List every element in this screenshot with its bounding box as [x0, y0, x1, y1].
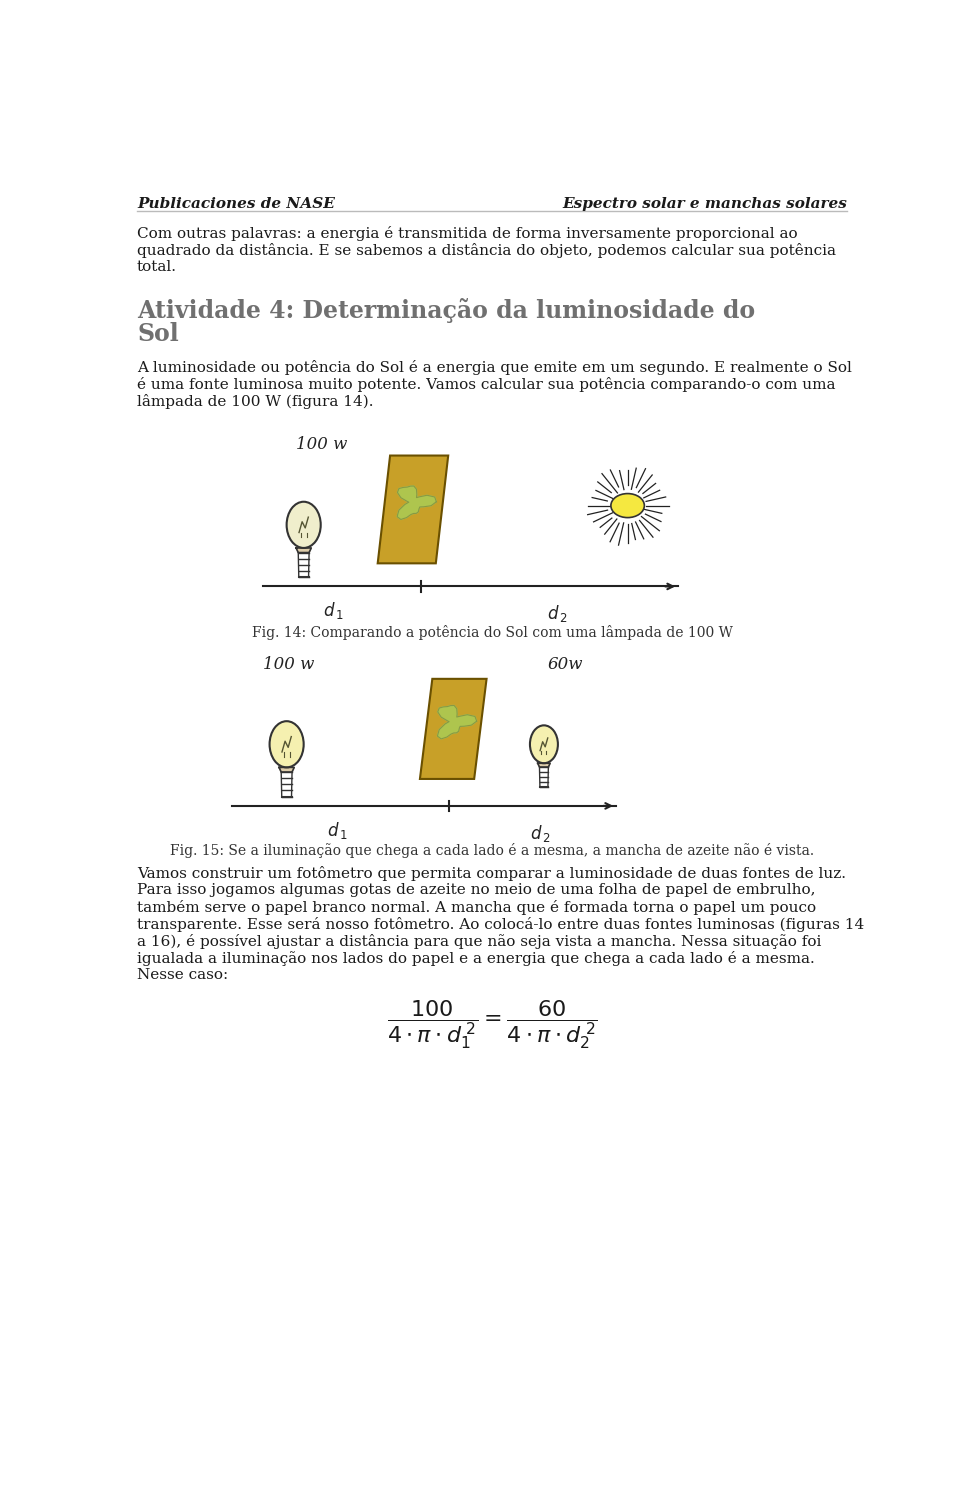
Text: Fig. 15: Se a iluminação que chega a cada lado é a mesma, a mancha de azeite não: Fig. 15: Se a iluminação que chega a cad… — [170, 842, 814, 857]
Text: também serve o papel branco normal. A mancha que é formada torna o papel um pouc: também serve o papel branco normal. A ma… — [137, 899, 816, 914]
Polygon shape — [438, 706, 477, 739]
Text: Fig. 14: Comparando a potência do Sol com uma lâmpada de 100 W: Fig. 14: Comparando a potência do Sol co… — [252, 625, 732, 640]
Text: a 16), é possível ajustar a distância para que não seja vista a mancha. Nessa si: a 16), é possível ajustar a distância pa… — [137, 934, 822, 949]
Text: 100 w: 100 w — [296, 436, 348, 453]
Text: é uma fonte luminosa muito potente. Vamos calcular sua potência comparando-o com: é uma fonte luminosa muito potente. Vamo… — [137, 378, 835, 393]
Polygon shape — [397, 486, 437, 520]
Text: Para isso jogamos algumas gotas de azeite no meio de uma folha de papel de embru: Para isso jogamos algumas gotas de azeit… — [137, 883, 816, 896]
Polygon shape — [377, 456, 448, 564]
Polygon shape — [538, 763, 550, 767]
Ellipse shape — [530, 726, 558, 763]
Ellipse shape — [270, 721, 303, 767]
Polygon shape — [296, 549, 311, 553]
Text: $d_{\,2}$: $d_{\,2}$ — [530, 823, 550, 844]
Text: transparente. Esse será nosso fotômetro. Ao colocá-lo entre duas fontes luminosa: transparente. Esse será nosso fotômetro.… — [137, 917, 864, 932]
Text: total.: total. — [137, 259, 177, 274]
Text: 100 w: 100 w — [263, 655, 315, 673]
Text: $d_{\,1}$: $d_{\,1}$ — [326, 820, 348, 841]
Ellipse shape — [611, 493, 644, 517]
Text: Espectro solar e manchas solares: Espectro solar e manchas solares — [562, 196, 847, 211]
Text: igualada a iluminação nos lados do papel e a energia que chega a cada lado é a m: igualada a iluminação nos lados do papel… — [137, 950, 815, 965]
Text: Vamos construir um fotômetro que permita comparar a luminosidade de duas fontes : Vamos construir um fotômetro que permita… — [137, 866, 846, 881]
Text: Nesse caso:: Nesse caso: — [137, 967, 228, 982]
Ellipse shape — [287, 502, 321, 549]
Text: lâmpada de 100 W (figura 14).: lâmpada de 100 W (figura 14). — [137, 394, 373, 409]
Text: $d_{\,1}$: $d_{\,1}$ — [324, 600, 345, 621]
Text: $\dfrac{100}{4\cdot\pi\cdot d_1^{\;2}} = \dfrac{60}{4\cdot\pi\cdot d_2^{\;2}}$: $\dfrac{100}{4\cdot\pi\cdot d_1^{\;2}} =… — [387, 998, 597, 1051]
Text: quadrado da distância. E se sabemos a distância do objeto, podemos calcular sua : quadrado da distância. E se sabemos a di… — [137, 243, 836, 258]
Polygon shape — [279, 767, 294, 772]
Text: Com outras palavras: a energia é transmitida de forma inversamente proporcional : Com outras palavras: a energia é transmi… — [137, 226, 798, 241]
Text: A luminosidade ou potência do Sol é a energia que emite em um segundo. E realmen: A luminosidade ou potência do Sol é a en… — [137, 360, 852, 375]
Polygon shape — [420, 679, 487, 779]
Text: Publicaciones de NASE: Publicaciones de NASE — [137, 196, 335, 211]
Text: $d_{\,2}$: $d_{\,2}$ — [547, 604, 567, 625]
Text: Sol: Sol — [137, 322, 179, 346]
Text: Atividade 4: Determinação da luminosidade do: Atividade 4: Determinação da luminosidad… — [137, 298, 756, 324]
Text: 60w: 60w — [548, 655, 584, 673]
